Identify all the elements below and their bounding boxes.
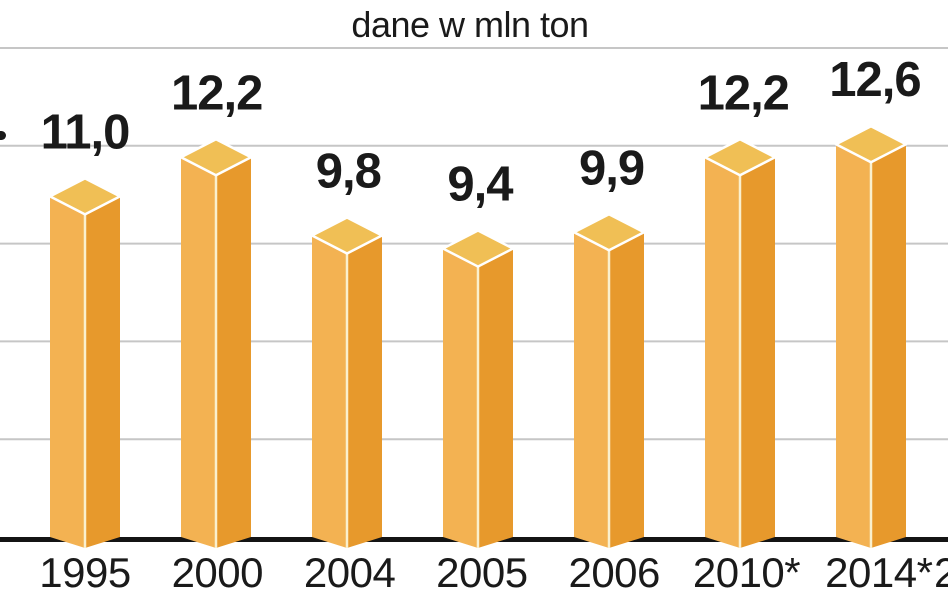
cropped-label-fragment — [0, 131, 6, 140]
bar-top-face — [572, 213, 646, 252]
bar-top-face — [441, 229, 515, 268]
bar-value-label: 12,2 — [698, 66, 789, 120]
bar-left-face — [181, 157, 216, 548]
bar-right-face — [216, 157, 251, 548]
bar-right-face — [478, 248, 513, 548]
x-axis-label: 2005 — [436, 549, 527, 593]
bar-top-face — [48, 177, 122, 216]
bar-right-face — [85, 196, 120, 548]
bar-top-face — [310, 216, 384, 255]
bar-left-face — [50, 196, 85, 548]
bar-value-label: 9,9 — [579, 141, 644, 195]
bar-right-face — [871, 144, 906, 549]
bar-left-face — [705, 157, 740, 548]
x-axis-label-partial: 2 — [934, 549, 948, 593]
x-axis-label: 2014* — [825, 549, 932, 593]
bar-left-face — [443, 248, 478, 548]
bar-top-face — [179, 138, 253, 177]
x-axis-label: 2000 — [172, 549, 263, 593]
bar-left-face — [574, 232, 609, 548]
bar-value-label: 9,8 — [316, 145, 381, 199]
bar-value-label: 12,2 — [171, 66, 262, 120]
chart-title: dane w mln ton — [351, 4, 589, 45]
bar-top-face — [834, 124, 908, 164]
x-axis-label: 2006 — [568, 549, 659, 593]
bar-value-label: 9,4 — [447, 158, 513, 212]
bar-right-face — [740, 157, 775, 548]
bar-left-face — [312, 235, 347, 548]
bar-left-face — [836, 144, 871, 549]
bar-value-label: 12,6 — [829, 53, 920, 107]
bar-value-label: 11,0 — [41, 105, 130, 159]
x-axis-label: 2004 — [304, 549, 396, 593]
x-axis-label: 2010* — [693, 549, 800, 593]
x-axis-label: 1995 — [39, 549, 130, 593]
bar-right-face — [609, 232, 644, 548]
bar-top-face — [703, 138, 777, 177]
bar-right-face — [347, 235, 382, 548]
